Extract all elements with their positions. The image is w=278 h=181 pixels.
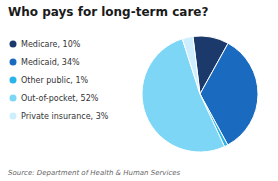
legend-swatch <box>10 41 17 48</box>
source-note: Source: Department of Health & Human Ser… <box>8 169 181 177</box>
chart-container: Who pays for long-term care? Medicare, 10… <box>0 0 278 181</box>
legend-swatch <box>10 59 17 66</box>
legend-label: Medicare, 10% <box>21 40 81 49</box>
chart-svg: Who pays for long-term care? Medicare, 10… <box>0 0 278 181</box>
legend-swatch <box>10 95 17 102</box>
legend: Medicare, 10% Medicaid, 34% Other public, … <box>10 40 109 121</box>
legend-label: Medicaid, 34% <box>21 58 80 67</box>
chart-title: Who pays for long-term care? <box>8 5 208 19</box>
pie-slice <box>182 36 200 94</box>
pie <box>142 36 258 152</box>
pie-slice <box>142 39 225 152</box>
legend-label: Private insurance, 3% <box>21 112 109 121</box>
legend-label: Out-of-pocket, 52% <box>21 94 99 103</box>
legend-swatch <box>10 77 17 84</box>
legend-label: Other public, 1% <box>21 76 89 85</box>
legend-swatch <box>10 113 17 120</box>
